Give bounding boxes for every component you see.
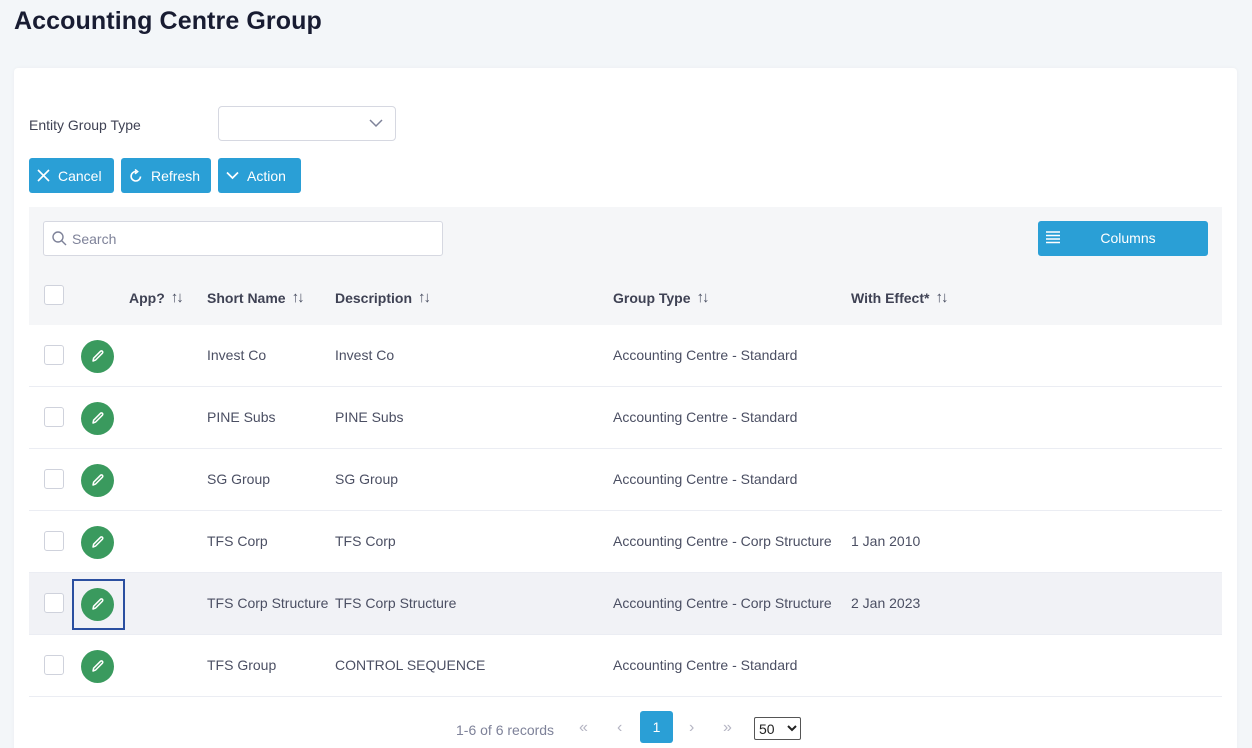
cell-group-type: Accounting Centre - Standard <box>613 471 798 487</box>
pencil-icon <box>92 598 104 610</box>
main-card: Entity Group Type Cancel Refresh Action <box>14 68 1237 748</box>
pencil-icon <box>92 412 104 424</box>
cell-description: TFS Corp Structure <box>335 595 457 611</box>
edit-button[interactable] <box>81 588 114 621</box>
table-row[interactable]: TFS Corp TFS Corp Accounting Centre - Co… <box>29 511 1222 573</box>
entity-group-type-label: Entity Group Type <box>29 117 141 133</box>
cell-description: Invest Co <box>335 347 395 363</box>
row-checkbox[interactable] <box>44 531 64 551</box>
table-row[interactable]: PINE Subs PINE Subs Accounting Centre - … <box>29 387 1222 449</box>
page-1-button[interactable]: 1 <box>640 711 673 743</box>
cell-description: SG Group <box>335 471 399 487</box>
table-row[interactable]: TFS Group CONTROL SEQUENCE Accounting Ce… <box>29 635 1222 697</box>
close-icon <box>37 169 50 182</box>
row-checkbox[interactable] <box>44 655 64 675</box>
header-with-effect-label: With Effect* <box>851 289 930 306</box>
header-short-name[interactable]: Short Name ↑↓ <box>207 289 305 306</box>
table-header: App? ↑↓ Short Name ↑↓ Description ↑↓ Gro… <box>29 269 1222 325</box>
header-group-type[interactable]: Group Type ↑↓ <box>613 289 710 306</box>
edit-button[interactable] <box>81 340 114 373</box>
search-icon <box>52 231 67 246</box>
data-grid: Columns App? ↑↓ Short Name ↑↓ Descriptio… <box>29 207 1222 748</box>
page-title: Accounting Centre Group <box>14 7 322 35</box>
sort-icon[interactable]: ↑↓ <box>291 289 305 306</box>
cell-group-type: Accounting Centre - Corp Structure <box>613 595 832 611</box>
refresh-label: Refresh <box>151 167 201 184</box>
grid-toolbar: Columns <box>29 207 1222 269</box>
edit-button[interactable] <box>81 526 114 559</box>
action-button[interactable]: Action <box>218 158 301 193</box>
search-box[interactable] <box>43 221 443 256</box>
next-page-button[interactable]: › <box>689 719 695 736</box>
cancel-label: Cancel <box>58 167 102 184</box>
row-checkbox[interactable] <box>44 593 64 613</box>
row-checkbox[interactable] <box>44 469 64 489</box>
pencil-icon <box>92 350 104 362</box>
cell-short-name: TFS Group <box>207 657 277 673</box>
header-app-label: App? <box>129 289 165 306</box>
pencil-icon <box>92 536 104 548</box>
columns-button[interactable]: Columns <box>1038 221 1208 256</box>
pencil-icon <box>92 474 104 486</box>
cell-group-type: Accounting Centre - Standard <box>613 657 798 673</box>
row-checkbox[interactable] <box>44 345 64 365</box>
cancel-button[interactable]: Cancel <box>29 158 114 193</box>
cell-short-name: SG Group <box>207 471 271 487</box>
pencil-icon <box>92 660 104 672</box>
prev-page-button[interactable]: ‹ <box>617 719 623 736</box>
edit-button[interactable] <box>81 464 114 497</box>
row-checkbox[interactable] <box>44 407 64 427</box>
search-input[interactable] <box>72 223 432 254</box>
refresh-button[interactable]: Refresh <box>121 158 211 193</box>
cell-with-effect: 2 Jan 2023 <box>851 595 921 611</box>
header-app[interactable]: App? ↑↓ <box>129 289 184 306</box>
header-with-effect[interactable]: With Effect* ↑↓ <box>851 289 948 306</box>
refresh-icon <box>130 168 142 182</box>
list-icon <box>1046 231 1060 244</box>
table-row[interactable]: Invest Co Invest Co Accounting Centre - … <box>29 325 1222 387</box>
first-page-button[interactable]: « <box>579 719 588 736</box>
cell-short-name: PINE Subs <box>207 409 276 425</box>
header-group-type-label: Group Type <box>613 289 691 306</box>
table-row[interactable]: TFS Corp Structure TFS Corp Structure Ac… <box>29 573 1222 635</box>
cell-description: CONTROL SEQUENCE <box>335 657 486 673</box>
sort-icon[interactable]: ↑↓ <box>696 289 710 306</box>
cell-group-type: Accounting Centre - Corp Structure <box>613 533 832 549</box>
sort-icon[interactable]: ↑↓ <box>170 289 184 306</box>
sort-icon[interactable]: ↑↓ <box>418 289 431 306</box>
entity-group-type-select[interactable] <box>218 106 396 141</box>
cell-with-effect: 1 Jan 2010 <box>851 533 921 549</box>
edit-button[interactable] <box>81 402 114 435</box>
action-label: Action <box>247 167 286 184</box>
last-page-button[interactable]: » <box>723 719 732 736</box>
cell-description: PINE Subs <box>335 409 404 425</box>
focus-outline <box>72 579 125 630</box>
cell-short-name: Invest Co <box>207 347 267 363</box>
header-short-name-label: Short Name <box>207 289 286 306</box>
table-row[interactable]: SG Group SG Group Accounting Centre - St… <box>29 449 1222 511</box>
records-count: 1-6 of 6 records <box>456 722 555 738</box>
select-all-checkbox[interactable] <box>44 285 64 305</box>
page-size-select[interactable]: 50 <box>754 717 801 740</box>
sort-icon[interactable]: ↑↓ <box>935 289 948 306</box>
pagination: 1-6 of 6 records « ‹ 1 › » 50 <box>29 707 1222 747</box>
header-description-label: Description <box>335 289 413 306</box>
cell-description: TFS Corp <box>335 533 396 549</box>
header-description[interactable]: Description ↑↓ <box>335 289 431 306</box>
edit-button[interactable] <box>81 650 114 683</box>
cell-short-name: TFS Corp <box>207 533 268 549</box>
chevron-down-icon <box>226 171 239 180</box>
cell-group-type: Accounting Centre - Standard <box>613 409 798 425</box>
columns-label: Columns <box>1100 230 1156 246</box>
chevron-down-icon <box>369 119 383 128</box>
cell-short-name: TFS Corp Structure <box>207 595 329 611</box>
cell-group-type: Accounting Centre - Standard <box>613 347 798 363</box>
